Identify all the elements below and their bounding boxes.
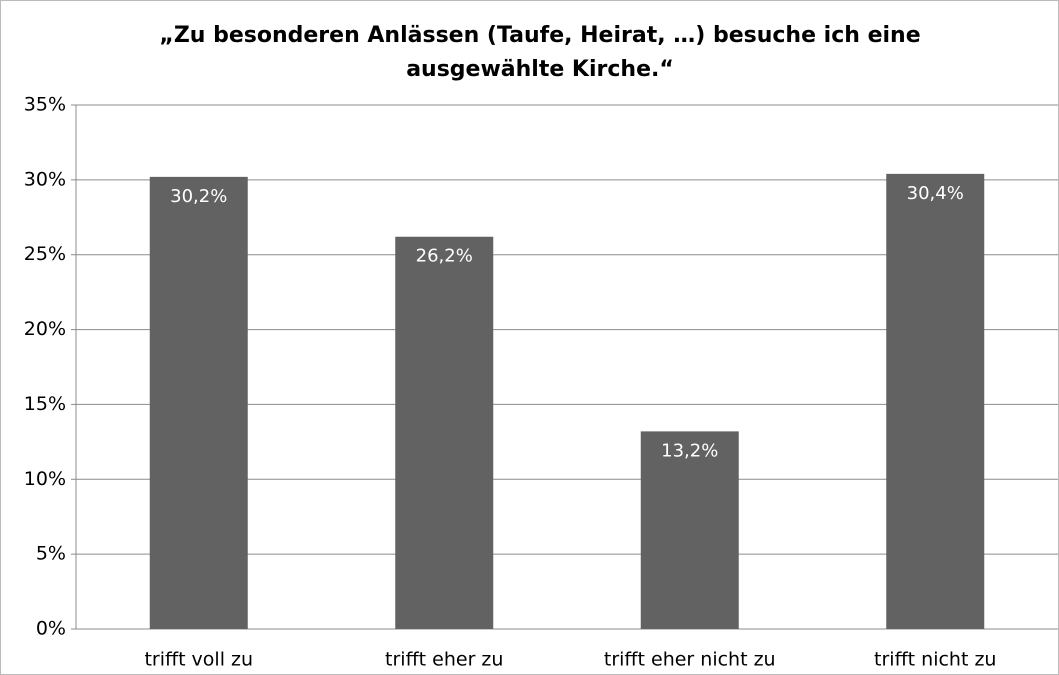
bar	[149, 176, 248, 629]
data-label: 30,2%	[170, 186, 227, 207]
chart-title: ausgewählte Kirche.“	[406, 57, 674, 82]
bar	[886, 173, 985, 629]
bar	[395, 236, 494, 629]
data-label: 26,2%	[416, 246, 473, 267]
x-tick-label: trifft voll zu	[144, 649, 253, 671]
chart-title: „Zu besonderen Anlässen (Taufe, Heirat, …	[159, 23, 920, 48]
x-tick-label: trifft eher nicht zu	[604, 649, 776, 671]
y-tick-label: 25%	[24, 243, 66, 265]
y-tick-label: 15%	[24, 393, 66, 415]
y-tick-label: 10%	[24, 468, 66, 490]
data-label: 30,4%	[907, 183, 964, 204]
y-tick-label: 5%	[36, 543, 66, 565]
y-tick-label: 20%	[24, 318, 66, 340]
x-tick-label: trifft nicht zu	[874, 649, 996, 671]
x-tick-label: trifft eher zu	[385, 649, 503, 671]
y-tick-label: 30%	[24, 168, 66, 190]
bar	[640, 431, 739, 629]
y-tick-label: 35%	[24, 94, 66, 116]
y-tick-label: 0%	[36, 618, 66, 640]
data-label: 13,2%	[661, 440, 718, 461]
